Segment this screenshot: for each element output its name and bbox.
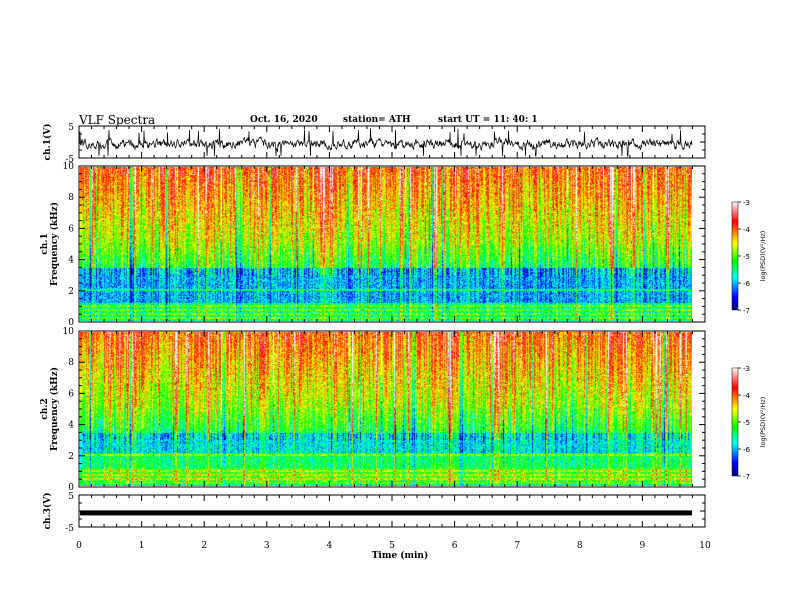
ch1-waveform-line <box>79 128 693 157</box>
x-tick-label: 8 <box>577 541 583 551</box>
ch3-waveform-trace <box>80 510 692 516</box>
y-tick-label: 8 <box>68 193 74 203</box>
x-tick-label: 10 <box>699 541 711 551</box>
ch1-colorbar-label: log(PSD)(V²/Hz) <box>759 231 767 282</box>
ch2-colorbar-label: log(PSD)(V²/Hz) <box>759 397 767 448</box>
ch1-waveform-ylabel: ch.1(V) <box>42 124 53 161</box>
chart-title: VLF Spectra <box>79 113 156 127</box>
y-tick-label: 10 <box>63 162 75 172</box>
x-tick-label: 4 <box>327 541 333 551</box>
ch2-spectrogram-ylabel-a: ch.2 <box>40 398 50 419</box>
y-tick-label: 6 <box>68 389 74 399</box>
x-tick-label: 0 <box>76 541 82 551</box>
colorbar-tick-label: -6 <box>743 280 751 288</box>
x-tick-label: 2 <box>201 541 207 551</box>
colorbar-ticks: -3 -4 -5 -6 -7 -3 -4 -5 -6 -7 <box>738 199 751 481</box>
header-station: station= ATH <box>343 115 411 125</box>
y-tick-label: 4 <box>68 256 74 266</box>
ch1-spectrogram-ylabel-b: Frequency (kHz) <box>49 202 60 286</box>
ch1-spectrogram-image <box>80 167 692 321</box>
y-tick-label: -5 <box>65 155 74 165</box>
colorbar-tick-label: -7 <box>743 473 750 481</box>
colorbar-tick-label: -6 <box>743 446 751 454</box>
y-tick-label: 10 <box>63 327 75 337</box>
x-tick-label: 6 <box>452 541 458 551</box>
ch1-colorbar <box>731 201 739 311</box>
ch1-waveform-trace <box>79 128 693 157</box>
x-tick-label: 1 <box>139 541 145 551</box>
x-tick-label: 7 <box>514 541 520 551</box>
colorbar-tick-label: -4 <box>743 226 751 234</box>
y-tick-label: 0 <box>68 318 74 328</box>
ch3-waveform-ylabel: ch.3(V) <box>42 493 53 530</box>
ch2-spectrogram-image <box>80 332 692 486</box>
time-axis-label: Time (min) <box>372 550 429 561</box>
ch2-colorbar <box>731 367 739 477</box>
colorbar-tick-label: -5 <box>743 253 750 261</box>
x-tick-label: 3 <box>264 541 270 551</box>
header-date: Oct. 16, 2020 <box>250 115 318 125</box>
x-tick-label: 9 <box>640 541 646 551</box>
header-start-time: start UT = 11: 40: 1 <box>438 115 538 125</box>
ch1-spectrogram-ylabel-a: ch.1 <box>40 233 50 254</box>
colorbar-tick-label: -5 <box>743 419 750 427</box>
y-tick-label: 5 <box>68 123 74 133</box>
ch2-spectrogram-ylabel-b: Frequency (kHz) <box>49 367 60 451</box>
y-tick-label: 2 <box>68 287 74 297</box>
y-tick-label: 6 <box>68 224 74 234</box>
y-tick-label: 2 <box>68 452 74 462</box>
y-tick-label: 0 <box>68 483 74 493</box>
y-tick-label: 5 <box>68 492 74 502</box>
y-tick-label: 8 <box>68 358 74 368</box>
y-tick-label: 4 <box>68 421 74 431</box>
y-tick-label: -5 <box>65 524 74 534</box>
colorbar-tick-label: -3 <box>743 365 750 373</box>
x-tick-label: 5 <box>389 541 395 551</box>
colorbar-tick-label: -3 <box>743 199 750 207</box>
colorbar-tick-label: -7 <box>743 307 750 315</box>
axis-ticks <box>78 125 706 528</box>
colorbar-tick-label: -4 <box>743 392 751 400</box>
